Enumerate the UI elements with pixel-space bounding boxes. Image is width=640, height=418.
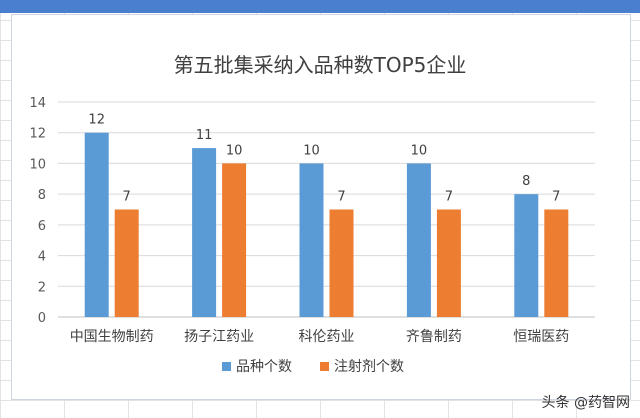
data-label: 8 <box>522 174 530 189</box>
watermark-text: 头条 @药智网 <box>541 395 630 411</box>
bars <box>84 132 569 317</box>
y-tick-label: 2 <box>38 280 46 295</box>
legend-label: 品种个数 <box>236 359 292 375</box>
bar-varieties <box>192 148 217 317</box>
top-accent-strip <box>0 0 640 13</box>
bar-varieties <box>84 132 109 317</box>
x-tick-label: 扬子江药业 <box>184 329 254 345</box>
y-tick-label: 4 <box>38 250 46 265</box>
chart-title: 第五批集采纳入品种数TOP5企业 <box>174 53 467 77</box>
y-tick-label: 0 <box>38 311 46 326</box>
x-axis-ticks: 中国生物制药 扬子江药业 科伦药业 齐鲁制药 恒瑞医药 <box>70 329 570 345</box>
data-label: 10 <box>226 143 243 158</box>
legend-label: 注射剂个数 <box>334 359 404 375</box>
y-tick-label: 8 <box>38 188 46 203</box>
bar-varieties <box>514 194 539 317</box>
y-tick-label: 12 <box>29 127 46 142</box>
gridlines <box>58 101 595 318</box>
bar-injections <box>544 209 569 317</box>
x-tick-label: 科伦药业 <box>299 329 355 345</box>
legend-swatch <box>320 362 329 371</box>
bar-injections <box>329 209 354 317</box>
y-tick-label: 14 <box>29 96 46 111</box>
y-axis-ticks: 0 2 4 6 8 10 12 14 <box>29 96 46 326</box>
legend: 品种个数 注射剂个数 <box>222 359 404 375</box>
data-label: 12 <box>88 113 105 128</box>
data-label: 7 <box>123 190 131 205</box>
data-label: 7 <box>552 190 560 205</box>
bar-injections <box>222 163 247 317</box>
data-label: 10 <box>411 143 428 158</box>
data-labels: 12 7 11 10 10 7 10 7 8 7 <box>88 113 560 205</box>
x-tick-label: 恒瑞医药 <box>513 329 569 345</box>
bar-injections <box>436 209 461 317</box>
bar-injections <box>114 209 139 317</box>
data-label: 10 <box>303 143 320 158</box>
data-label: 11 <box>196 128 213 143</box>
y-tick-label: 10 <box>29 157 46 172</box>
legend-swatch <box>222 362 231 371</box>
bar-varieties <box>406 163 431 317</box>
x-tick-label: 齐鲁制药 <box>406 329 462 345</box>
y-tick-label: 6 <box>38 219 46 234</box>
data-label: 7 <box>445 190 453 205</box>
x-tick-label: 中国生物制药 <box>70 329 154 345</box>
bar-varieties <box>299 163 324 317</box>
data-label: 7 <box>337 190 345 205</box>
